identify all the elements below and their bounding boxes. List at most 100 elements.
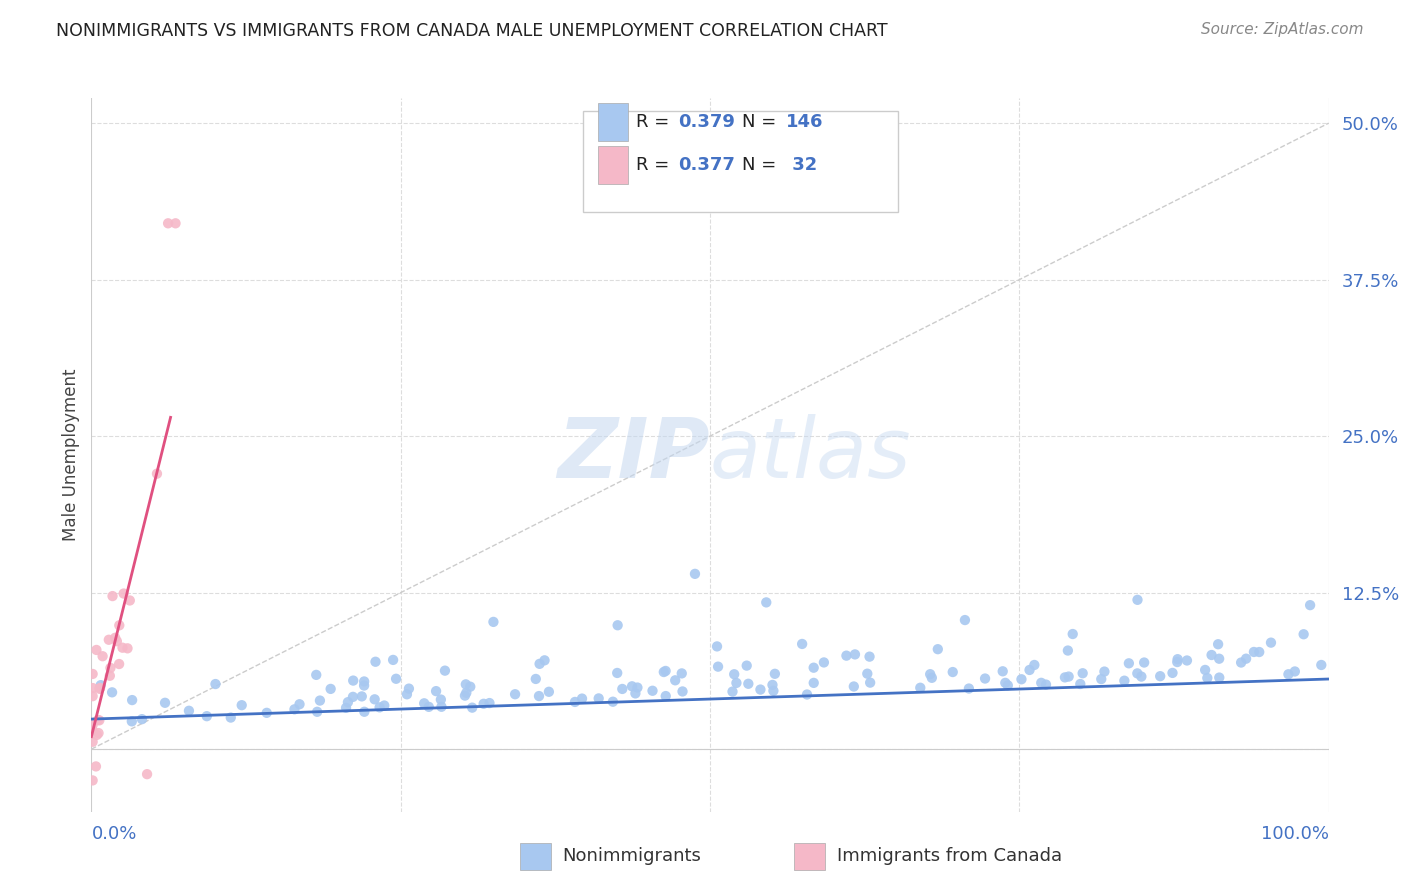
Point	[478, 696, 501, 710]
Point	[755, 595, 778, 609]
Point	[430, 699, 453, 714]
Point	[1299, 598, 1322, 612]
Point	[456, 686, 478, 700]
Text: Source: ZipAtlas.com: Source: ZipAtlas.com	[1201, 22, 1364, 37]
Point	[844, 648, 866, 662]
Point	[105, 634, 128, 648]
Point	[723, 667, 745, 681]
Point	[1057, 669, 1080, 683]
Point	[654, 689, 676, 703]
Point	[454, 677, 477, 691]
Point	[283, 702, 305, 716]
Point	[842, 680, 865, 694]
Point	[82, 718, 104, 732]
Point	[395, 687, 418, 701]
Point	[621, 679, 644, 693]
Point	[89, 714, 111, 728]
Point	[1010, 673, 1032, 687]
Point	[121, 693, 143, 707]
Point	[121, 714, 143, 729]
Point	[588, 691, 610, 706]
Point	[98, 669, 121, 683]
Point	[288, 698, 311, 712]
Point	[1310, 657, 1333, 672]
Point	[1201, 648, 1223, 662]
Point	[398, 681, 420, 696]
Point	[157, 216, 180, 230]
Point	[624, 686, 647, 700]
Point	[136, 767, 159, 781]
Point	[108, 618, 131, 632]
Point	[994, 676, 1017, 690]
Point	[1167, 652, 1189, 666]
Point	[706, 640, 728, 654]
Point	[641, 683, 664, 698]
Point	[82, 689, 104, 703]
Point	[219, 710, 242, 724]
Point	[1057, 643, 1080, 657]
Point	[602, 695, 624, 709]
Point	[112, 586, 135, 600]
Point	[813, 656, 835, 670]
Point	[82, 724, 104, 739]
Point	[82, 667, 104, 681]
Point	[1292, 627, 1315, 641]
Point	[335, 701, 357, 715]
Point	[974, 672, 997, 686]
Point	[1284, 665, 1306, 679]
Point	[1234, 651, 1257, 665]
Point	[792, 637, 814, 651]
Point	[342, 690, 364, 704]
Point	[527, 689, 550, 703]
Point	[309, 693, 332, 707]
Point	[454, 689, 477, 703]
Point	[1249, 645, 1271, 659]
Point	[524, 672, 547, 686]
Point	[86, 728, 108, 742]
Point	[108, 657, 131, 671]
Point	[1130, 670, 1153, 684]
Point	[472, 697, 495, 711]
Text: 0.379: 0.379	[678, 113, 734, 131]
Point	[763, 666, 786, 681]
Point	[796, 688, 818, 702]
Text: N =: N =	[742, 156, 782, 174]
Point	[82, 773, 104, 788]
Point	[957, 681, 980, 696]
Point	[353, 674, 375, 689]
Point	[920, 667, 942, 681]
Point	[503, 687, 526, 701]
Point	[100, 661, 122, 675]
Point	[82, 681, 104, 695]
Point	[413, 696, 436, 710]
Point	[418, 699, 440, 714]
Point	[1126, 666, 1149, 681]
Point	[1149, 669, 1171, 683]
Point	[1126, 592, 1149, 607]
Point	[737, 677, 759, 691]
Point	[803, 676, 825, 690]
Point	[564, 695, 586, 709]
Text: atlas: atlas	[710, 415, 911, 495]
Point	[997, 678, 1019, 692]
Point	[533, 653, 555, 667]
Point	[117, 641, 139, 656]
Point	[537, 685, 560, 699]
Point	[652, 665, 675, 679]
Y-axis label: Male Unemployment: Male Unemployment	[62, 368, 80, 541]
Point	[1071, 666, 1094, 681]
Point	[364, 655, 387, 669]
Point	[803, 661, 825, 675]
Point	[482, 615, 505, 629]
Text: 0.0%: 0.0%	[91, 825, 136, 843]
Text: 146: 146	[786, 113, 824, 131]
Point	[671, 666, 693, 681]
Point	[927, 642, 949, 657]
Text: 0.377: 0.377	[678, 156, 734, 174]
Point	[195, 709, 218, 723]
Point	[82, 735, 104, 749]
Point	[606, 665, 628, 680]
Point	[336, 695, 359, 709]
Text: ZIP: ZIP	[557, 415, 710, 495]
Point	[373, 698, 395, 713]
